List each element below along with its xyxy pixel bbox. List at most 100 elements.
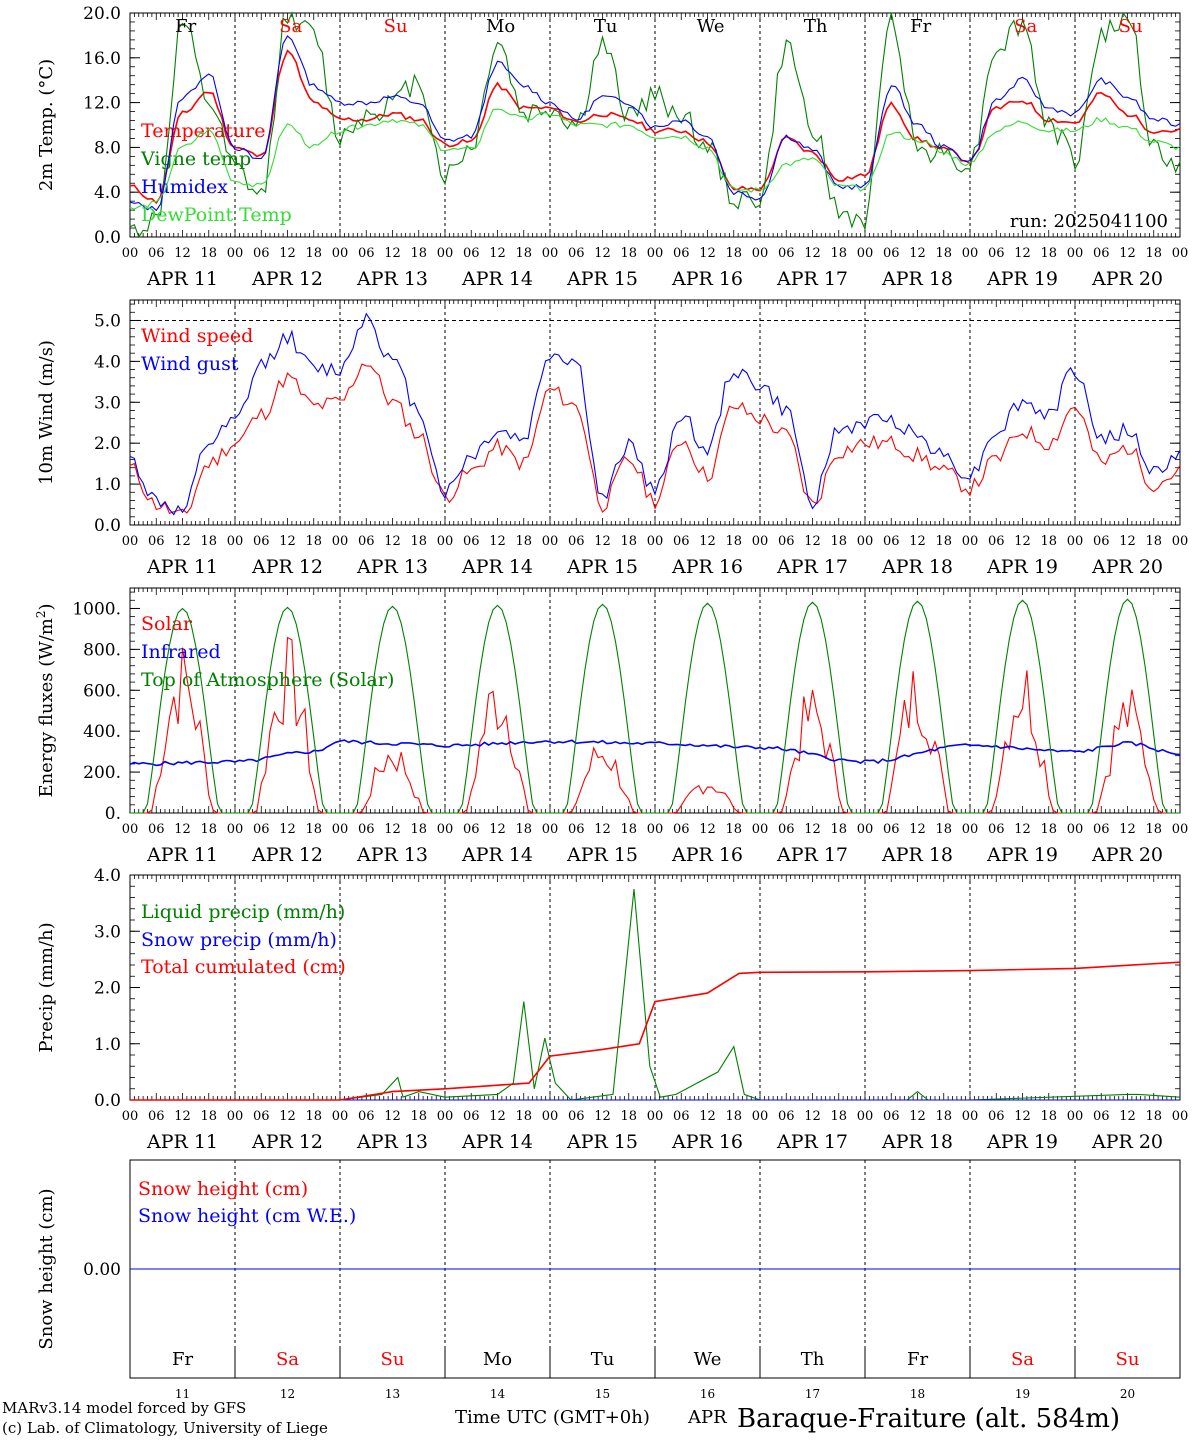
hour-tick-label: 00: [542, 534, 559, 549]
month-label: APR: [687, 1407, 727, 1428]
date-label: APR 20: [1091, 844, 1163, 866]
hour-tick-label: 00: [437, 534, 454, 549]
hour-tick-label: 12: [909, 1109, 926, 1124]
hour-tick-label: 12: [489, 1109, 506, 1124]
y-axis-label: Snow height (cm): [36, 1188, 57, 1349]
hour-tick-label: 06: [148, 246, 165, 261]
hour-tick-label: 00: [647, 822, 664, 837]
day-number-label: 18: [910, 1387, 925, 1401]
series-line-infrared: [129, 739, 1181, 767]
hour-tick-label: 06: [673, 534, 690, 549]
panel-2: 0.0 1.0 2.0 3.0 4.0 5.0 10m Wind (m/s) Wind spe…: [36, 299, 1188, 578]
date-label: APR 12: [251, 268, 323, 290]
hour-tick-label: 18: [200, 534, 217, 549]
hour-tick-label: 18: [305, 246, 322, 261]
hour-tick-label: 18: [305, 822, 322, 837]
weekday-label: Sa: [276, 1349, 299, 1370]
hour-tick-label: 00: [122, 822, 139, 837]
y-axis-label: 10m Wind (m/s): [36, 340, 57, 485]
hour-tick-label: 00: [332, 246, 349, 261]
hour-tick-label: 06: [568, 1109, 585, 1124]
hour-tick-label: 18: [1145, 1109, 1162, 1124]
hour-tick-label: 12: [1014, 1109, 1031, 1124]
date-label: APR 20: [1091, 268, 1163, 290]
y-tick-label: 0.0: [94, 1091, 121, 1111]
hour-tick-label: 00: [1172, 1109, 1189, 1124]
panel-4: 0.0 1.0 2.0 3.0 4.0 Precip (mm/h) Liquid preci…: [36, 866, 1188, 1153]
hour-tick-label: 00: [542, 246, 559, 261]
series-line-temperature: [129, 49, 1181, 205]
hour-tick-label: 12: [489, 246, 506, 261]
hour-tick-label: 06: [778, 246, 795, 261]
y-tick-label: 4.0: [94, 183, 121, 203]
hour-tick-label: 12: [594, 534, 611, 549]
x-axis-label: Time UTC (GMT+0h): [455, 1407, 650, 1428]
hour-tick-label: 12: [1014, 246, 1031, 261]
date-label: APR 18: [881, 556, 953, 578]
y-tick-label: 0.0: [94, 228, 121, 248]
series-line-total-cumulated-cm-: [130, 961, 1181, 1101]
legend-entry: Wind speed: [141, 325, 253, 347]
hour-tick-label: 18: [620, 822, 637, 837]
hour-tick-label: 00: [227, 1109, 244, 1124]
hour-tick-label: 12: [699, 822, 716, 837]
series-line-liquid-precip-mm-h-: [130, 889, 1181, 1101]
hour-tick-label: 00: [122, 246, 139, 261]
hour-tick-label: 18: [410, 822, 427, 837]
hour-tick-label: 18: [725, 534, 742, 549]
date-label: APR 16: [671, 268, 743, 290]
hour-tick-label: 18: [1040, 1109, 1057, 1124]
weekday-label: Su: [1116, 1349, 1140, 1370]
hour-tick-label: 06: [253, 534, 270, 549]
hour-tick-label: 00: [752, 1109, 769, 1124]
legend-entry: Temperature: [141, 120, 265, 142]
y-tick-label: 1.0: [94, 1035, 121, 1055]
hour-tick-label: 00: [857, 246, 874, 261]
date-label: APR 15: [566, 268, 638, 290]
hour-tick-label: 00: [227, 534, 244, 549]
hour-tick-label: 12: [279, 534, 296, 549]
hour-tick-label: 06: [883, 534, 900, 549]
hour-tick-label: 00: [857, 1109, 874, 1124]
day-number-label: 16: [700, 1387, 715, 1401]
legend-entry: Liquid precip (mm/h): [141, 901, 345, 923]
hour-tick-label: 12: [804, 822, 821, 837]
hour-tick-label: 12: [384, 822, 401, 837]
hour-tick-label: 00: [437, 246, 454, 261]
hour-tick-label: 18: [620, 246, 637, 261]
hour-tick-label: 18: [935, 1109, 952, 1124]
hour-tick-label: 12: [1119, 1109, 1136, 1124]
date-label: APR 13: [356, 1131, 428, 1153]
hour-tick-label: 06: [778, 534, 795, 549]
panel-1: 0.0 4.0 8.0 12.0 16.0 20.0 2m Temp. (°C) Temper…: [36, 4, 1188, 290]
plot-frame: [129, 587, 1181, 814]
hour-tick-label: 18: [1145, 534, 1162, 549]
weekday-label: Su: [381, 1349, 405, 1370]
hour-tick-label: 18: [410, 246, 427, 261]
hour-tick-label: 18: [200, 246, 217, 261]
date-label: APR 19: [986, 268, 1058, 290]
hour-tick-label: 18: [515, 246, 532, 261]
date-label: APR 14: [461, 556, 533, 578]
hour-tick-label: 18: [200, 1109, 217, 1124]
hour-tick-label: 00: [752, 246, 769, 261]
hour-tick-label: 06: [883, 822, 900, 837]
date-label: APR 13: [356, 268, 428, 290]
hour-tick-label: 06: [358, 1109, 375, 1124]
hour-tick-label: 06: [778, 1109, 795, 1124]
hour-tick-label: 12: [279, 822, 296, 837]
hour-tick-label: 06: [253, 1109, 270, 1124]
hour-tick-label: 18: [1040, 246, 1057, 261]
date-label: APR 17: [776, 844, 848, 866]
hour-tick-label: 00: [1067, 1109, 1084, 1124]
day-number-label: 13: [385, 1387, 400, 1401]
credit-line-2: (c) Lab. of Climatology, University of L…: [2, 1419, 328, 1437]
series-line-dewpoint-temp: [129, 108, 1181, 210]
date-label: APR 17: [776, 1131, 848, 1153]
hour-tick-label: 18: [515, 1109, 532, 1124]
hour-tick-label: 18: [1040, 822, 1057, 837]
hour-tick-label: 06: [1093, 534, 1110, 549]
date-label: APR 20: [1091, 556, 1163, 578]
hour-tick-label: 12: [384, 534, 401, 549]
hour-tick-label: 06: [1093, 246, 1110, 261]
